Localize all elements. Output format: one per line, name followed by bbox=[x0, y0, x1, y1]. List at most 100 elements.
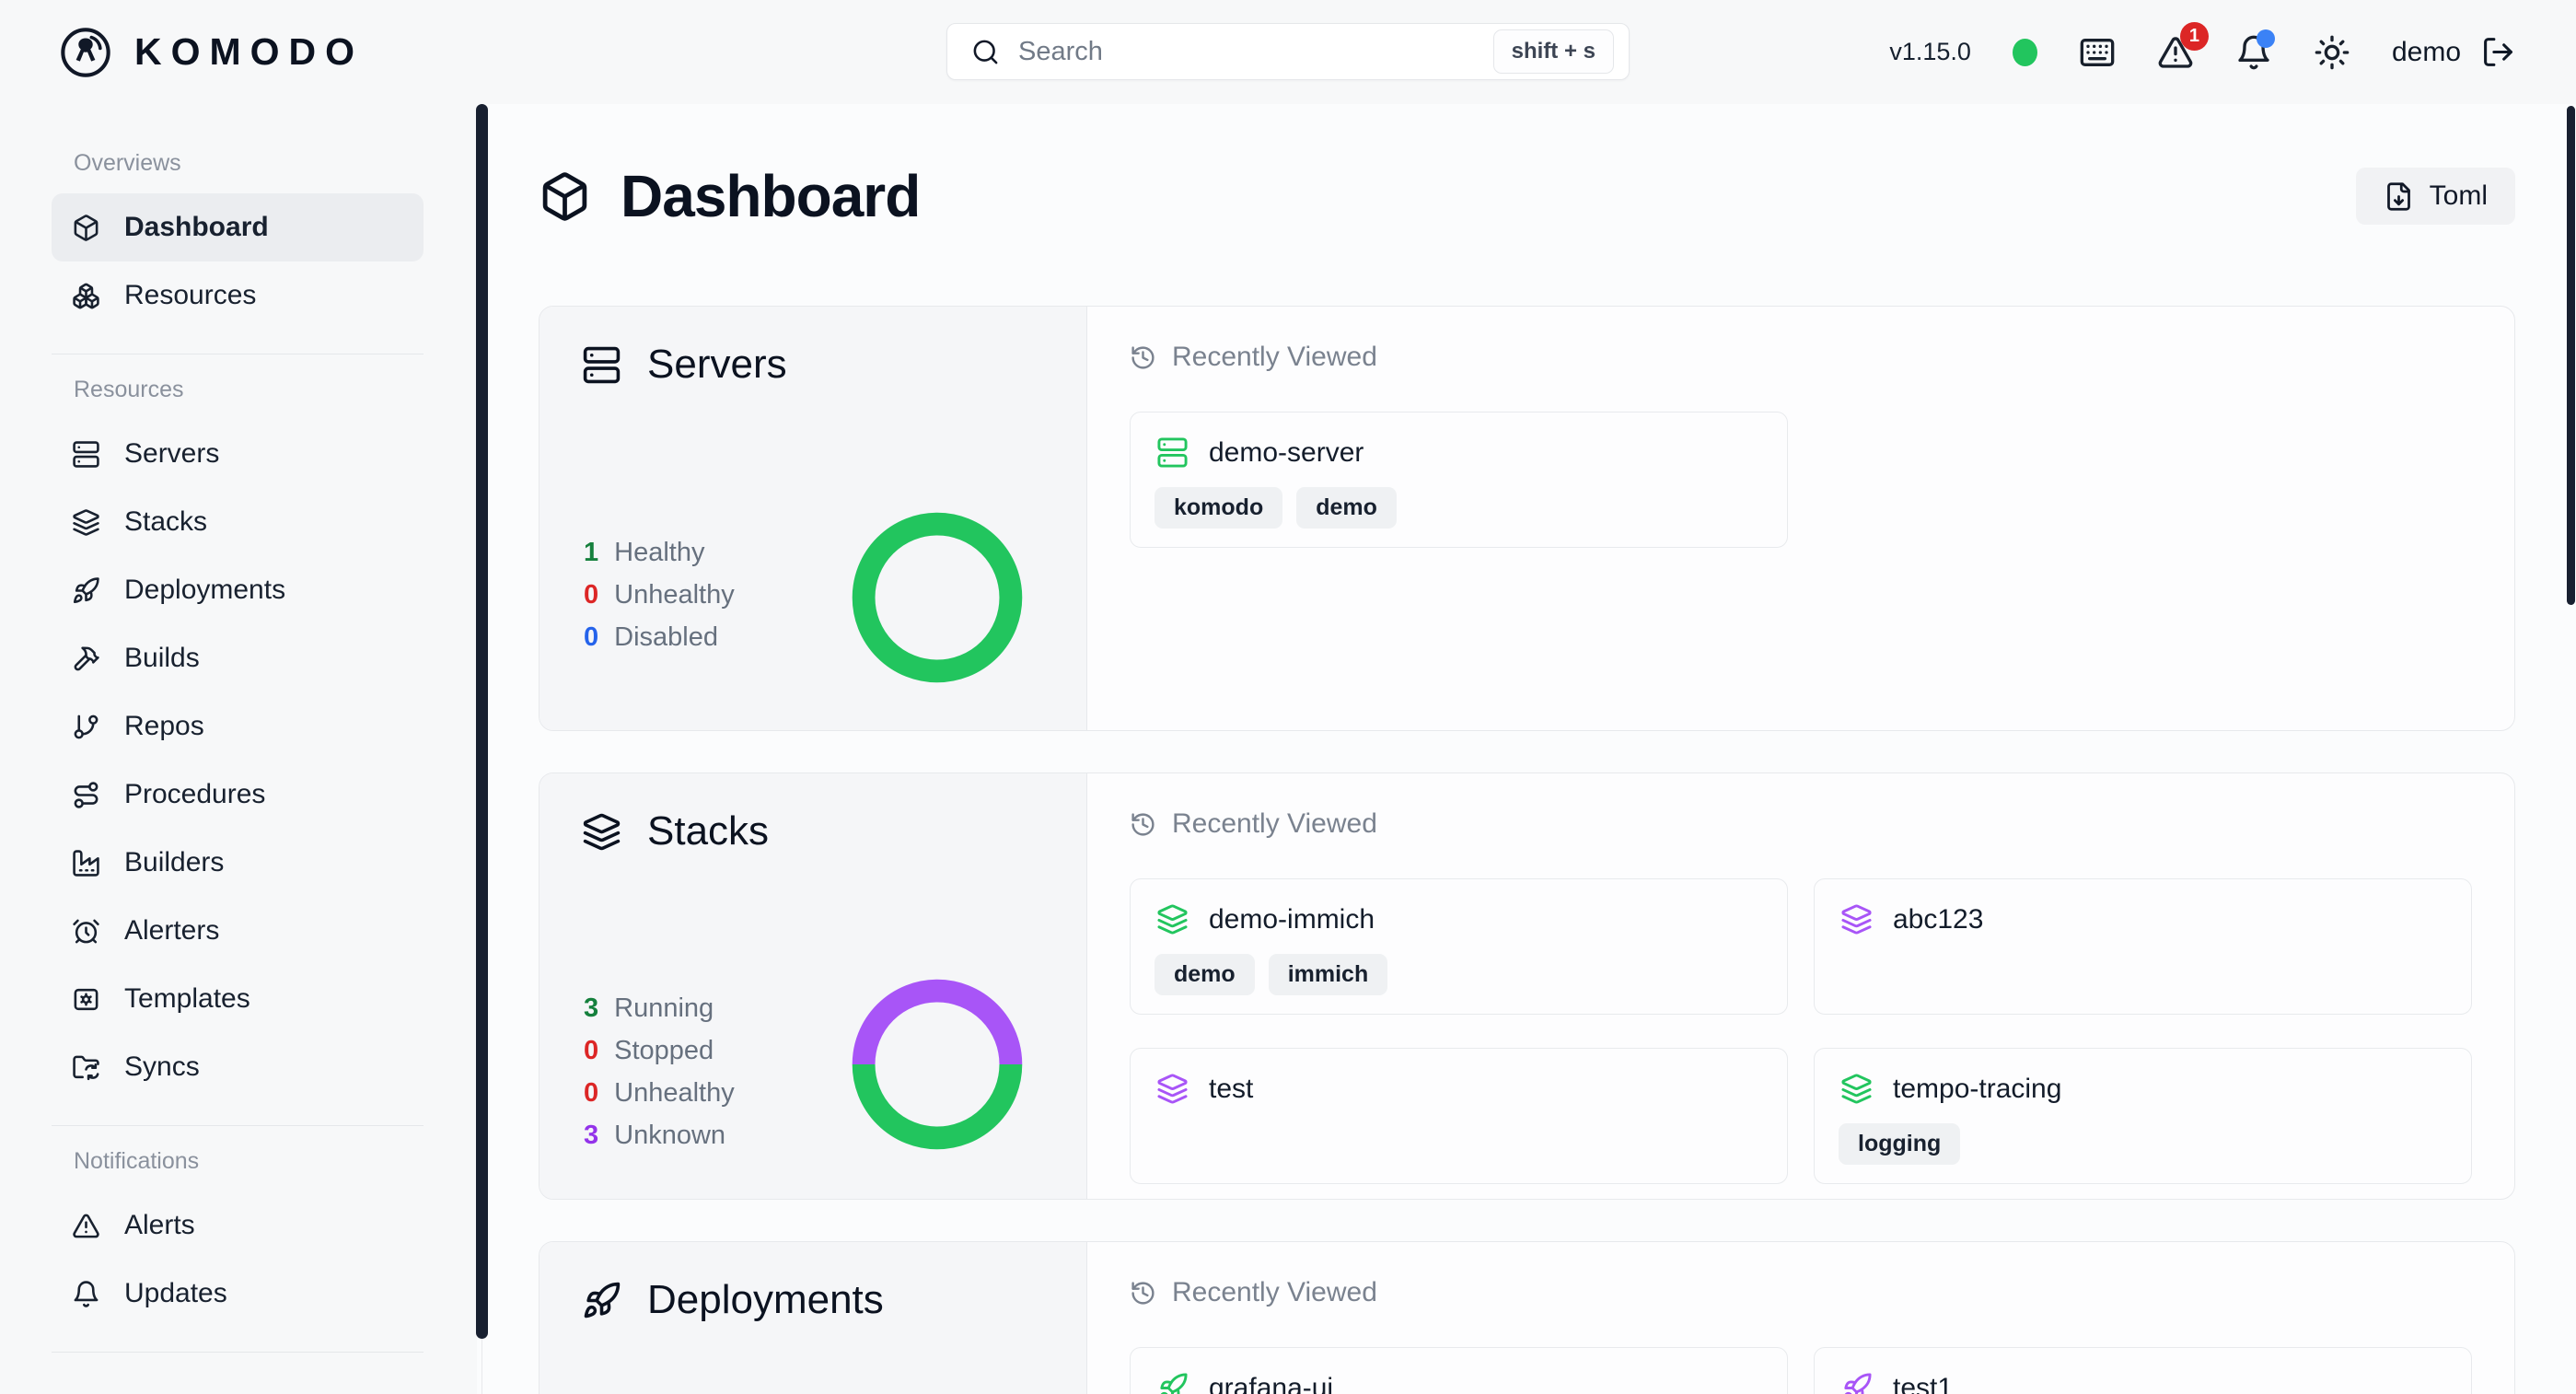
sidebar-item-stacks[interactable]: Stacks bbox=[52, 488, 424, 556]
stat-label: Unhealthy bbox=[614, 580, 735, 610]
keyboard-icon bbox=[2079, 34, 2116, 71]
rocket-icon bbox=[1156, 1372, 1189, 1394]
layers-icon bbox=[1840, 1073, 1873, 1105]
template-icon bbox=[72, 985, 100, 1014]
sidebar-item-builders[interactable]: Builders bbox=[52, 829, 424, 897]
stat-label: Healthy bbox=[614, 538, 705, 567]
sidebar-item-resources[interactable]: Resources bbox=[52, 261, 424, 330]
resource-card-demo-immich[interactable]: demo-immich demo immich bbox=[1130, 878, 1788, 1015]
deployments-recently-viewed: Recently Viewed grafana-ui test1 bbox=[1087, 1242, 2514, 1394]
resource-card-test1[interactable]: test1 bbox=[1814, 1347, 2472, 1394]
stat-value: 1 bbox=[584, 538, 599, 567]
sidebar-section-resources: Resources bbox=[74, 377, 184, 402]
sidebar-item-label: Builds bbox=[124, 643, 200, 673]
panel-resize-handle[interactable] bbox=[476, 104, 488, 1339]
stat-value: 3 bbox=[584, 993, 599, 1023]
sidebar-item-alerts[interactable]: Alerts bbox=[52, 1191, 424, 1260]
sidebar-item-label: Deployments bbox=[124, 575, 286, 605]
sidebar-item-repos[interactable]: Repos bbox=[52, 692, 424, 761]
sidebar-item-builds[interactable]: Builds bbox=[52, 624, 424, 692]
sidebar-item-templates[interactable]: Templates bbox=[52, 965, 424, 1033]
stat-label: Stopped bbox=[614, 1036, 714, 1065]
alarm-clock-icon bbox=[72, 917, 100, 946]
theme-toggle-button[interactable] bbox=[2314, 34, 2350, 71]
sidebar-item-deployments[interactable]: Deployments bbox=[52, 556, 424, 624]
alerts-button[interactable]: 1 bbox=[2157, 21, 2209, 71]
stat-value: 0 bbox=[584, 1036, 599, 1065]
komodo-logo-icon bbox=[59, 26, 112, 79]
stat-value: 0 bbox=[584, 580, 599, 610]
layers-icon bbox=[72, 508, 100, 537]
top-bar: KOMODO Search shift + s v1.15.0 1 demo bbox=[0, 0, 2576, 104]
servers-card-title[interactable]: Servers bbox=[582, 342, 787, 388]
layers-icon bbox=[582, 812, 621, 852]
resource-name: abc123 bbox=[1893, 903, 1984, 935]
sidebar-item-syncs[interactable]: Syncs bbox=[52, 1033, 424, 1101]
layers-icon bbox=[1156, 903, 1189, 935]
deployments-summary-panel: Deployments bbox=[540, 1242, 1087, 1394]
sidebar-item-alerters[interactable]: Alerters bbox=[52, 897, 424, 965]
stat-value: 3 bbox=[584, 1121, 599, 1150]
sidebar-item-label: Dashboard bbox=[124, 212, 269, 242]
toml-export-button[interactable]: Toml bbox=[2355, 168, 2515, 225]
stat-row: 0 Unhealthy bbox=[584, 580, 735, 610]
stat-row: 1 Healthy bbox=[584, 538, 735, 567]
stacks-donut-chart bbox=[852, 979, 1023, 1150]
servers-recently-viewed: Recently Viewed demo-server komodo demo bbox=[1087, 307, 2514, 730]
notifications-button[interactable] bbox=[2235, 29, 2275, 71]
komodo-logo[interactable]: KOMODO bbox=[59, 26, 364, 79]
sidebar-item-label: Templates bbox=[124, 983, 250, 1014]
tag-badge[interactable]: logging bbox=[1839, 1123, 1961, 1165]
stacks-card-title[interactable]: Stacks bbox=[582, 808, 769, 854]
history-icon bbox=[1130, 1280, 1156, 1307]
recently-viewed-header: Recently Viewed bbox=[1130, 808, 2472, 840]
sun-icon bbox=[2314, 34, 2350, 71]
sidebar-item-updates[interactable]: Updates bbox=[52, 1260, 424, 1328]
stat-row: 0 Unhealthy bbox=[584, 1078, 735, 1108]
main-content: Dashboard Toml Servers 1 Healthy bbox=[477, 104, 2576, 1394]
stat-label: Unknown bbox=[614, 1121, 726, 1150]
search-input[interactable]: Search shift + s bbox=[946, 23, 1630, 80]
servers-card: Servers 1 Healthy 0 Unhealthy 0 Disabled bbox=[539, 306, 2515, 731]
sidebar: Overviews Dashboard Resources Resources … bbox=[0, 104, 477, 1394]
sidebar-divider bbox=[52, 1352, 424, 1353]
rocket-icon bbox=[72, 576, 100, 605]
resource-card-test[interactable]: test bbox=[1130, 1048, 1788, 1184]
tag-badge[interactable]: immich bbox=[1268, 954, 1388, 995]
stacks-card: Stacks 3 Running 0 Stopped 0 Unhealthy bbox=[539, 773, 2515, 1200]
recently-viewed-header: Recently Viewed bbox=[1130, 1277, 2472, 1308]
logout-icon bbox=[2481, 35, 2515, 69]
toml-button-label: Toml bbox=[2429, 180, 2488, 211]
header-actions: v1.15.0 1 demo bbox=[1889, 21, 2515, 71]
resource-card-abc123[interactable]: abc123 bbox=[1814, 878, 2472, 1015]
tag-badge[interactable]: demo bbox=[1155, 954, 1255, 995]
resource-card-demo-server[interactable]: demo-server komodo demo bbox=[1130, 412, 1788, 548]
tag-badge[interactable]: komodo bbox=[1155, 487, 1283, 529]
search-icon bbox=[971, 38, 1000, 66]
deployments-card: Deployments Recently Viewed grafana-ui bbox=[539, 1241, 2515, 1394]
box-icon bbox=[72, 214, 100, 242]
sidebar-item-label: Procedures bbox=[124, 779, 266, 809]
hammer-icon bbox=[72, 645, 100, 673]
resource-card-grafana-ui[interactable]: grafana-ui bbox=[1130, 1347, 1788, 1394]
resource-name: demo-server bbox=[1209, 436, 1364, 468]
stat-value: 0 bbox=[584, 622, 599, 652]
resource-card-tempo-tracing[interactable]: tempo-tracing logging bbox=[1814, 1048, 2472, 1184]
deployments-card-title[interactable]: Deployments bbox=[582, 1277, 884, 1323]
file-down-icon bbox=[2384, 181, 2414, 212]
factory-icon bbox=[72, 849, 100, 877]
logo-text: KOMODO bbox=[134, 30, 365, 73]
sidebar-item-procedures[interactable]: Procedures bbox=[52, 761, 424, 829]
server-icon bbox=[582, 345, 621, 385]
server-icon bbox=[72, 440, 100, 469]
page-scrollbar[interactable] bbox=[2567, 106, 2575, 605]
sidebar-item-dashboard[interactable]: Dashboard bbox=[52, 193, 424, 261]
tag-badge[interactable]: demo bbox=[1296, 487, 1397, 529]
stat-label: Disabled bbox=[614, 622, 718, 652]
servers-stats: 1 Healthy 0 Unhealthy 0 Disabled bbox=[584, 538, 735, 652]
user-menu[interactable]: demo bbox=[2392, 35, 2515, 69]
keyboard-shortcuts-button[interactable] bbox=[2079, 34, 2116, 71]
server-icon bbox=[1156, 436, 1189, 469]
sidebar-item-servers[interactable]: Servers bbox=[52, 420, 424, 488]
servers-summary-panel: Servers 1 Healthy 0 Unhealthy 0 Disabled bbox=[540, 307, 1087, 730]
